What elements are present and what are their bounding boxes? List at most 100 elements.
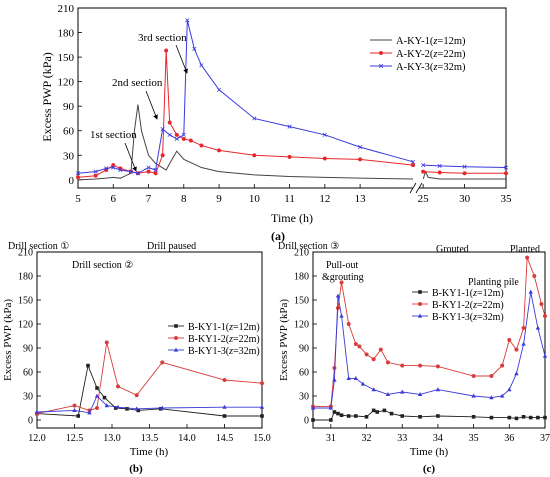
panel-c-point-0-1 xyxy=(329,418,333,422)
panel-a-legend-label-1: A-KY-2(z=22m) xyxy=(396,49,466,60)
panel-a-point-2-1 xyxy=(93,169,98,174)
panel-b-point-1-4 xyxy=(104,340,109,345)
panel-a-point-2-6 xyxy=(135,171,141,176)
panel-b-point-2-5 xyxy=(115,404,121,409)
panel-a-point-2-24 xyxy=(462,164,467,169)
panel-a-xtick-label-4: 9 xyxy=(216,193,222,205)
panel-b-point-1-6 xyxy=(134,393,139,398)
panel-a-xtick-label-9: 25 xyxy=(418,193,430,205)
panel-a-point-2-9 xyxy=(160,127,165,132)
panel-c-point-2-6 xyxy=(353,376,359,380)
panel-c-point-1-24 xyxy=(542,313,548,319)
panel-b-xtick-label-4: 14.0 xyxy=(178,433,196,444)
panel-c-point-1-17 xyxy=(500,363,505,368)
panel-c-point-1-10 xyxy=(378,347,383,352)
panel-b-ytick-label-0: 0 xyxy=(28,416,33,427)
panel-b-series xyxy=(34,340,265,418)
panel-a-point-1-12 xyxy=(174,132,179,137)
panel-c-series xyxy=(310,255,548,422)
panel-a-point-1-15 xyxy=(199,143,204,148)
panel-a-point-2-16 xyxy=(216,87,222,92)
panel-a-series-line-0-1 xyxy=(422,170,506,180)
panel-c-point-1-13 xyxy=(418,363,423,368)
panel-a-xtick-label-0: 5 xyxy=(75,193,81,205)
panel-c-point-1-4 xyxy=(339,280,344,285)
panel-c-point-2-21 xyxy=(542,353,548,358)
panel-c-point-0-7 xyxy=(364,415,369,419)
panel-a-point-1-1 xyxy=(93,173,98,178)
panel-a-point-2-8 xyxy=(153,167,158,173)
panel-a-point-2-18 xyxy=(287,124,292,129)
panel-c-point-2-1 xyxy=(328,405,334,410)
panel-a-point-1-16 xyxy=(217,148,222,153)
panel-c-point-1-18 xyxy=(507,337,512,343)
panel-b-point-1-9 xyxy=(259,381,265,386)
panel-a-series-line-1-0 xyxy=(77,50,414,178)
panel-a-label: (a) xyxy=(271,229,285,243)
panel-c-point-1-22 xyxy=(532,273,537,279)
panel-a-point-2-10 xyxy=(167,132,172,137)
annotation-grouting: &grouting xyxy=(322,272,364,283)
panel-b-ytick-label-5: 150 xyxy=(18,296,33,307)
panel-c-point-1-11 xyxy=(385,360,391,365)
panel-a: 5 6 7 8 9 10 11 12 13 25 30 35 0 30 60 90 120 150 180 210 E… xyxy=(40,3,512,243)
panel-a-point-2-14 xyxy=(192,46,197,51)
panel-a-point-1-3 xyxy=(111,163,116,168)
panel-a-point-1-23 xyxy=(437,170,442,175)
panel-b-series-line-1 xyxy=(36,342,263,415)
panel-c-point-2-8 xyxy=(371,387,376,392)
panel-a-point-2-13 xyxy=(185,18,190,23)
panel-a-point-1-18 xyxy=(287,154,292,159)
annotation-3rd-section: 3rd section xyxy=(138,32,187,44)
panel-c-point-2-4 xyxy=(339,313,344,318)
panel-a-ytick-label-4: 120 xyxy=(58,77,75,89)
panel-c-point-0-9 xyxy=(375,410,380,414)
panel-c-point-2-12 xyxy=(435,387,441,392)
panel-a-xtick-label-3: 8 xyxy=(181,193,187,205)
panel-b-xtick-label-3: 13.5 xyxy=(141,433,159,444)
panel-a-xtick-label-2: 7 xyxy=(146,193,152,205)
panel-b-point-2-6 xyxy=(134,406,139,411)
panel-a-xtick-label-11: 35 xyxy=(501,193,513,205)
panel-a-point-1-13 xyxy=(181,136,186,141)
panel-a-point-1-24 xyxy=(462,171,467,176)
panel-a-point-2-20 xyxy=(358,145,363,150)
panel-b-point-0-6 xyxy=(125,407,129,411)
panel-c-point-2-10 xyxy=(400,389,405,394)
panel-c-ytick-label-6: 180 xyxy=(294,272,309,283)
panel-c-point-0-18 xyxy=(514,416,519,421)
panel-c-point-0-10 xyxy=(382,408,387,413)
annotation-drill-paused: Drill paused xyxy=(147,241,196,252)
panel-c-legend: B-KY1-1(z=12m)B-KY1-2(z=22m)B-KY1-3(z=32… xyxy=(412,288,504,323)
panel-a-point-1-25 xyxy=(503,171,509,176)
panel-b-xtick-label-2: 13.0 xyxy=(103,433,121,444)
panel-b-point-0-7 xyxy=(136,408,141,413)
panel-b-point-0-5 xyxy=(113,406,118,410)
panel-c-point-2-2 xyxy=(332,377,337,382)
annotation-pull-out: Pull-out xyxy=(326,260,358,271)
panel-a-point-1-19 xyxy=(322,156,327,161)
panel-b-point-1-5 xyxy=(115,384,121,389)
panel-a-axis-break xyxy=(409,182,423,194)
panel-c-point-1-6 xyxy=(353,341,358,347)
panel-b: 12.0 12.5 13.0 13.5 14.0 14.5 15.0 0 30 60 90 120 15… xyxy=(2,241,271,475)
panel-c-point-2-13 xyxy=(471,393,476,398)
panel-c-legend-marker-2 xyxy=(417,313,423,318)
panel-b-ytick-label-4: 120 xyxy=(18,320,33,331)
panel-a-xtick-label-5: 10 xyxy=(249,193,261,205)
panel-a-point-1-10 xyxy=(164,48,169,53)
panel-c-point-1-14 xyxy=(435,364,440,369)
panel-c-point-0-17 xyxy=(507,415,512,420)
panel-b-ylabel: Excess PWP (kPa) xyxy=(2,299,14,381)
panel-a-point-1-21 xyxy=(410,163,416,168)
panel-c-ylabel: Excess PWP (kPa) xyxy=(278,299,290,381)
panel-a-ylabel: Excess PWP (kPa) xyxy=(40,52,54,142)
panel-b-point-2-0 xyxy=(34,409,40,414)
panel-c-point-0-11 xyxy=(389,411,394,416)
panel-c-point-0-8 xyxy=(371,408,376,413)
panel-a-ytick-label-0: 0 xyxy=(69,175,75,187)
panel-c-legend-label-1: B-KY1-2(z=22m) xyxy=(432,300,504,311)
panel-a-point-2-19 xyxy=(322,132,327,137)
panel-b-point-0-10 xyxy=(260,414,264,418)
panel-c-xtick-label-3: 34 xyxy=(433,433,443,444)
